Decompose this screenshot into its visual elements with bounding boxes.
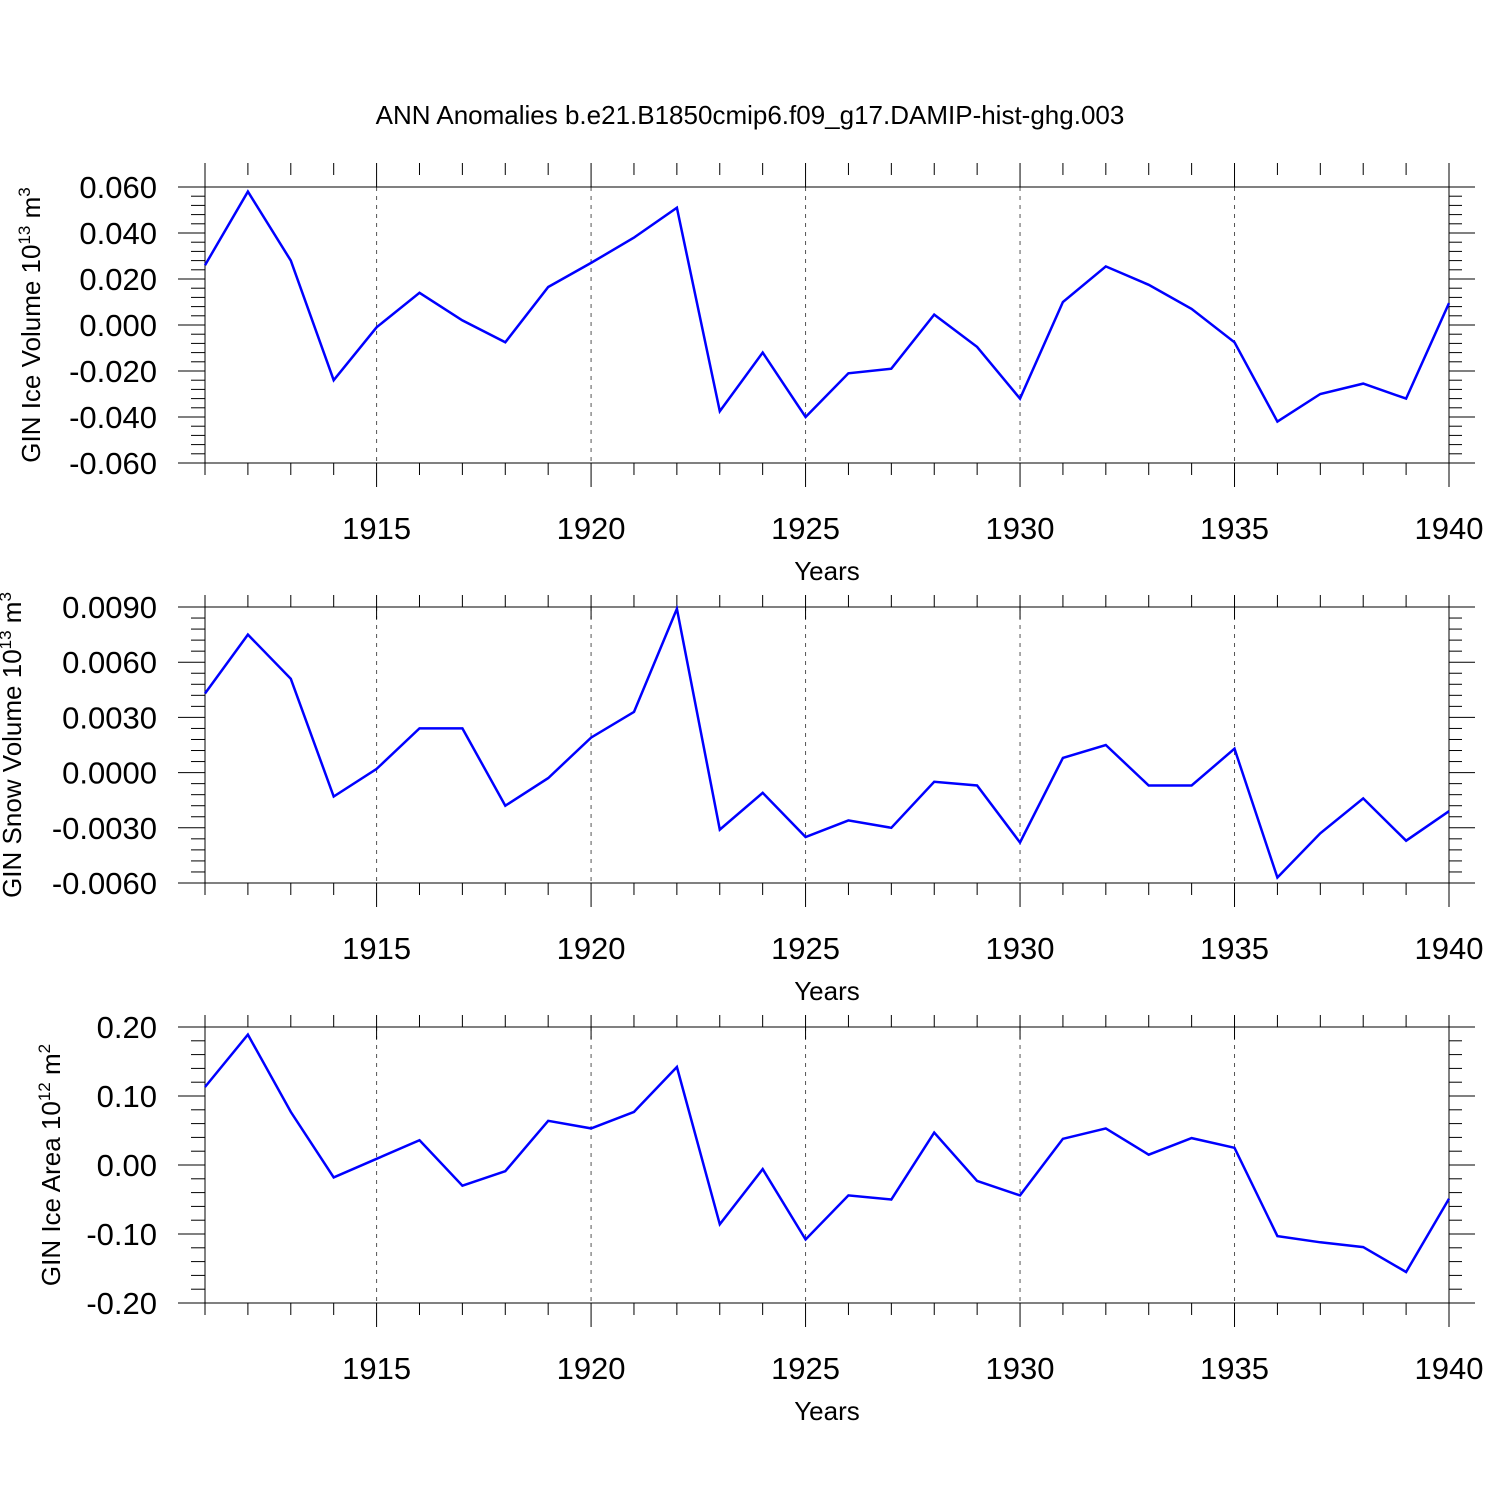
panel-1: 0.060 0.040 0.020 0.000 -0.020 -0.040 -0.060 19… — [15, 163, 1483, 586]
y-axis-label: GIN Ice Area 1012 m2 — [35, 1044, 66, 1286]
y-axis-label: GIN Ice Volume 1013 m3 — [15, 187, 46, 463]
series-line — [203, 604, 1450, 880]
y-tick-label: 0.20 — [97, 1010, 157, 1045]
x-axis-label: Years — [794, 556, 860, 586]
x-tick-label: 1925 — [771, 511, 840, 546]
chart-title: ANN Anomalies b.e21.B1850cmip6.f09_g17.D… — [376, 100, 1125, 130]
x-tick-label: 1940 — [1415, 1351, 1484, 1386]
x-tick-label: 1930 — [986, 511, 1055, 546]
y-tick-label: -0.20 — [86, 1286, 157, 1321]
panel-3: 0.20 0.10 0.00 -0.10 -0.20 1915 1920 1925 1930 19… — [35, 1010, 1483, 1426]
x-tick-label: 1925 — [771, 1351, 840, 1386]
x-tick-label: 1920 — [557, 931, 626, 966]
y-tick-label: 0.0000 — [62, 756, 157, 791]
chart-panels: 0.060 0.040 0.020 0.000 -0.020 -0.040 -0.060 19… — [0, 163, 1483, 1426]
x-tick-label: 1915 — [342, 511, 411, 546]
y-tick-label: 0.040 — [79, 216, 157, 251]
y-tick-label: 0.000 — [79, 308, 157, 343]
panel-2: 0.0090 0.0060 0.0030 0.0000 -0.0030 -0.0060 19… — [0, 590, 1483, 1006]
series-line — [203, 189, 1451, 424]
series-line — [204, 1032, 1451, 1274]
y-tick-label: -0.0060 — [52, 866, 157, 901]
x-axis-label: Years — [794, 1396, 860, 1426]
x-tick-label: 1925 — [771, 931, 840, 966]
y-tick-label: 0.10 — [97, 1079, 157, 1114]
x-tick-label: 1930 — [986, 1351, 1055, 1386]
y-axis-label: GIN Snow Volume 1013 m3 — [0, 592, 27, 898]
x-tick-label: 1940 — [1415, 931, 1484, 966]
y-tick-label: 0.0090 — [62, 590, 157, 625]
x-tick-label: 1935 — [1200, 931, 1269, 966]
y-tick-label: -0.060 — [69, 446, 157, 481]
y-tick-label: 0.0060 — [62, 645, 157, 680]
x-tick-label: 1935 — [1200, 1351, 1269, 1386]
y-tick-label: -0.020 — [69, 354, 157, 389]
y-tick-label: 0.0030 — [62, 700, 157, 735]
x-tick-label: 1935 — [1200, 511, 1269, 546]
x-axis-label: Years — [794, 976, 860, 1006]
y-tick-label: -0.040 — [69, 400, 157, 435]
y-tick-label: 0.060 — [79, 170, 157, 205]
x-tick-label: 1915 — [342, 1351, 411, 1386]
x-tick-label: 1920 — [557, 511, 626, 546]
x-tick-label: 1915 — [342, 931, 411, 966]
x-tick-label: 1930 — [986, 931, 1055, 966]
x-tick-label: 1920 — [557, 1351, 626, 1386]
y-tick-label: 0.020 — [79, 262, 157, 297]
y-tick-label: -0.10 — [86, 1217, 157, 1252]
y-tick-label: 0.00 — [97, 1148, 157, 1183]
x-tick-label: 1940 — [1415, 511, 1484, 546]
y-tick-label: -0.0030 — [52, 811, 157, 846]
